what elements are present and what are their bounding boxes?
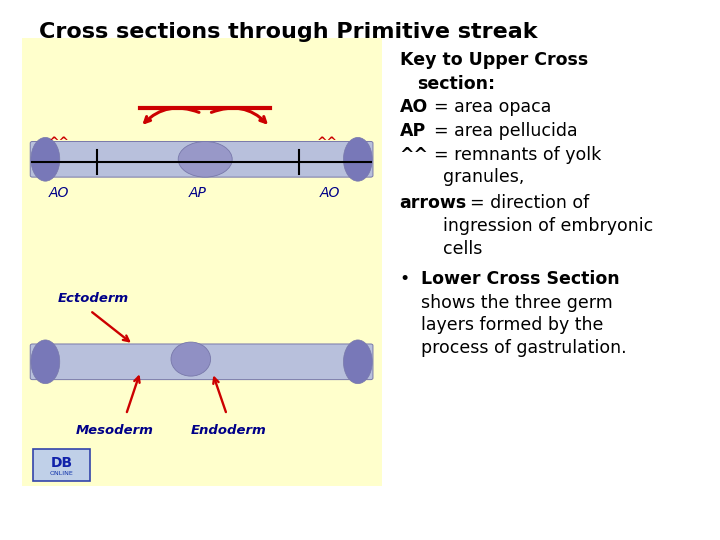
Text: layers formed by the: layers formed by the: [421, 316, 603, 334]
Text: AO: AO: [49, 186, 69, 200]
Text: cells: cells: [443, 240, 482, 258]
Ellipse shape: [171, 342, 211, 376]
Text: Ectoderm: Ectoderm: [58, 292, 129, 305]
Ellipse shape: [31, 340, 60, 383]
Ellipse shape: [31, 137, 60, 181]
Text: Cross sections through Primitive streak: Cross sections through Primitive streak: [39, 22, 537, 42]
Ellipse shape: [343, 137, 372, 181]
Text: Lower Cross Section: Lower Cross Section: [421, 270, 620, 288]
Text: = area pellucida: = area pellucida: [434, 122, 577, 140]
Ellipse shape: [343, 340, 372, 383]
Text: = direction of: = direction of: [470, 194, 590, 212]
Text: Endoderm: Endoderm: [191, 424, 266, 437]
Text: shows the three germ: shows the three germ: [421, 294, 613, 312]
Text: AP: AP: [189, 186, 207, 200]
Text: = area opaca: = area opaca: [434, 98, 552, 116]
Text: = remnants of yolk: = remnants of yolk: [434, 146, 601, 164]
Text: DB: DB: [51, 456, 73, 470]
Text: section:: section:: [418, 75, 496, 92]
FancyBboxPatch shape: [30, 344, 373, 380]
Text: Key to Upper Cross: Key to Upper Cross: [400, 51, 588, 69]
Text: AO: AO: [400, 98, 428, 116]
FancyBboxPatch shape: [33, 449, 90, 481]
Text: ^^: ^^: [317, 136, 338, 148]
FancyBboxPatch shape: [30, 141, 373, 177]
Text: ingression of embryonic: ingression of embryonic: [443, 217, 653, 235]
Text: ^^: ^^: [400, 146, 428, 164]
Text: AP: AP: [400, 122, 426, 140]
Text: ^^: ^^: [48, 136, 70, 148]
Text: Mesoderm: Mesoderm: [76, 424, 153, 437]
Text: AO: AO: [320, 186, 340, 200]
Text: ONLINE: ONLINE: [50, 471, 73, 476]
Text: •: •: [400, 270, 410, 288]
FancyBboxPatch shape: [22, 38, 382, 486]
Text: arrows: arrows: [400, 194, 467, 212]
Text: process of gastrulation.: process of gastrulation.: [421, 339, 627, 357]
Text: granules,: granules,: [443, 168, 524, 186]
Ellipse shape: [179, 141, 232, 177]
